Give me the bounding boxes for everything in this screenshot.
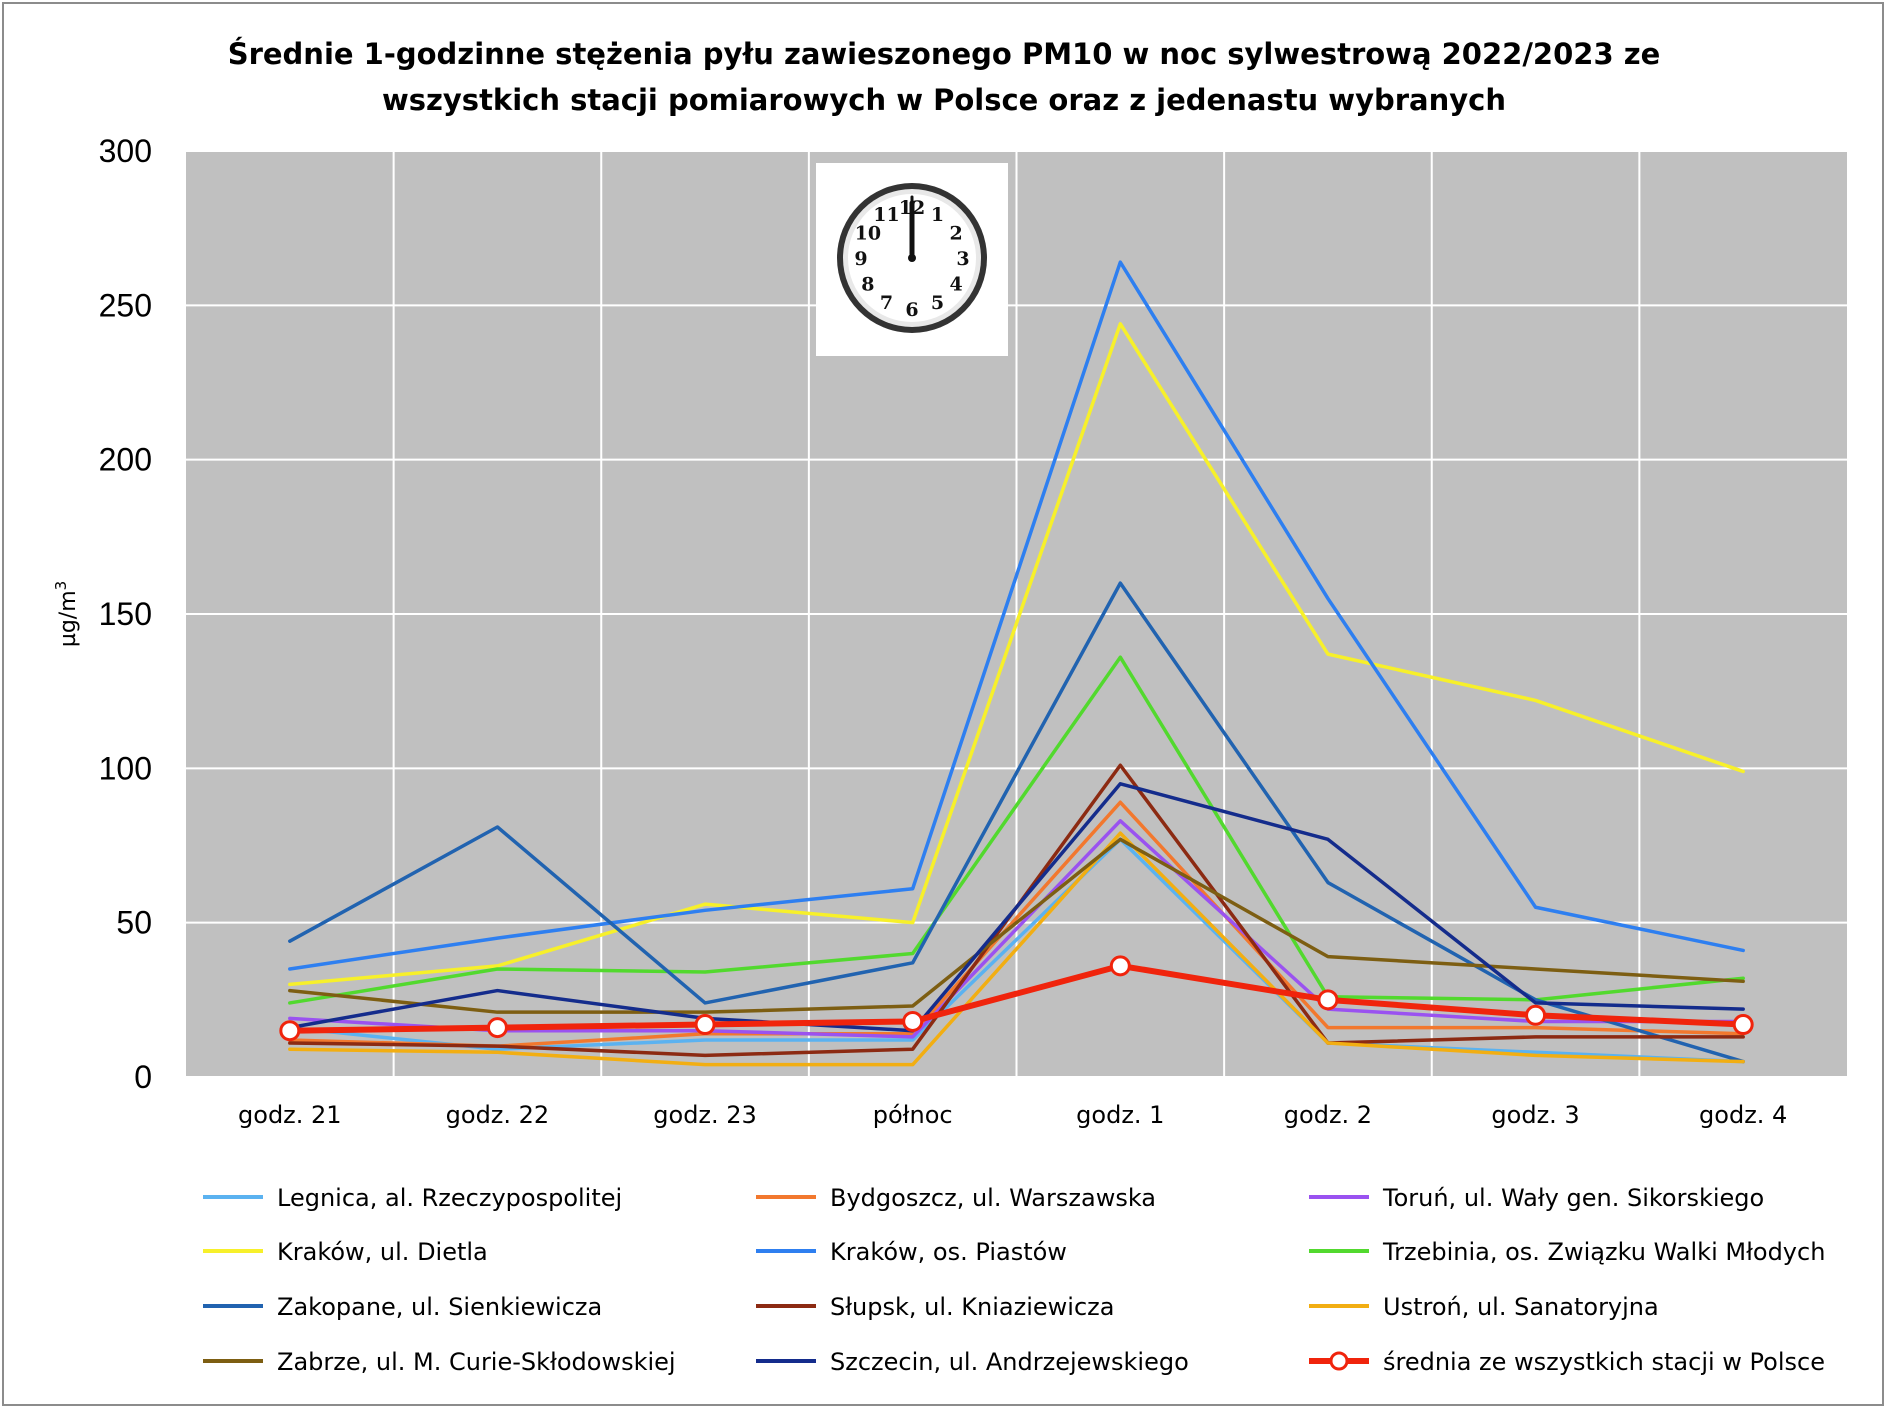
series-line xyxy=(288,322,1745,987)
legend-item: Toruń, ul. Wały gen. Sikorskiego xyxy=(1309,1184,1764,1212)
data-point xyxy=(1317,989,1339,1011)
legend-item: Zakopane, ul. Sienkiewicza xyxy=(203,1293,602,1321)
clock-numeral: 9 xyxy=(854,248,867,270)
series-line xyxy=(288,800,1745,1048)
clock-numeral: 4 xyxy=(950,274,963,296)
chart-title-line-2: wszystkich stacji pomiarowych w Polsce o… xyxy=(382,83,1506,117)
series-line xyxy=(286,962,1747,1034)
legend-label: Legnica, al. Rzeczypospolitej xyxy=(277,1184,622,1212)
series-szczecin-ul-andrzejewskiego xyxy=(288,782,1745,1033)
legend-label: Zakopane, ul. Sienkiewicza xyxy=(277,1293,602,1321)
series-line xyxy=(288,837,1745,1014)
y-axis-label: µg/m3 xyxy=(52,581,81,647)
series-lines xyxy=(279,260,1754,1067)
series-line xyxy=(288,581,1745,1064)
series-srednia-ze-wszystkich-stacji-w-polsce xyxy=(279,955,1754,1042)
data-point xyxy=(902,1010,924,1032)
series-line xyxy=(288,819,1745,1039)
series-zabrze-ul-m-curie-sklodowskiej xyxy=(288,837,1745,1014)
x-tick-label: godz. 4 xyxy=(1699,1101,1787,1129)
x-axis-ticks: godz. 21 godz. 22 godz. 23 północ godz. 1 god… xyxy=(238,1101,1787,1129)
series-ustron-ul-sanatoryjna xyxy=(288,831,1745,1067)
y-axis-label-text: µg/m xyxy=(56,590,81,647)
y-tick-label: 300 xyxy=(99,133,152,169)
clock-icon: 121234567891011 xyxy=(816,163,1008,356)
x-tick-label: godz. 22 xyxy=(446,1101,550,1129)
y-tick-label: 0 xyxy=(134,1059,152,1095)
legend-label: Szczecin, ul. Andrzejewskiego xyxy=(830,1348,1189,1376)
series-trzebinia-os-zwiazku-walki-mlodych xyxy=(288,655,1745,1005)
series-line xyxy=(288,260,1745,971)
legend-item: Szczecin, ul. Andrzejewskiego xyxy=(756,1348,1189,1376)
grid xyxy=(186,150,1847,1078)
chart-title: Średnie 1-godzinne stężenia pyłu zawiesz… xyxy=(228,37,1661,117)
legend-item: średnia ze wszystkich stacji w Polsce xyxy=(1309,1348,1825,1376)
clock-numeral: 1 xyxy=(931,204,944,226)
series-bydgoszcz-ul-warszawska xyxy=(288,800,1745,1048)
x-tick-label: północ xyxy=(873,1101,953,1129)
y-tick-label: 200 xyxy=(99,442,152,478)
x-tick-label: godz. 1 xyxy=(1076,1101,1164,1129)
x-tick-label: godz. 21 xyxy=(238,1101,342,1129)
clock-numeral: 10 xyxy=(855,223,881,245)
legend-item: Ustroń, ul. Sanatoryjna xyxy=(1309,1293,1659,1321)
legend-label: Słupsk, ul. Kniaziewicza xyxy=(830,1293,1114,1321)
clock-icon-numerals: 121234567891011 xyxy=(854,197,969,321)
legend-item: Legnica, al. Rzeczypospolitej xyxy=(203,1184,622,1212)
data-point xyxy=(694,1014,716,1036)
x-tick-label: godz. 23 xyxy=(653,1101,757,1129)
data-point xyxy=(1525,1004,1547,1026)
data-point xyxy=(486,1017,508,1039)
y-axis-label-superscript: 3 xyxy=(52,581,70,591)
y-tick-label: 150 xyxy=(99,596,152,632)
legend-item: Zabrze, ul. M. Curie-Skłodowskiej xyxy=(203,1348,676,1376)
y-axis-ticks: 0 50 100 150 200 250 300 xyxy=(99,133,152,1095)
legend-label: Toruń, ul. Wały gen. Sikorskiego xyxy=(1382,1184,1764,1212)
legend: Legnica, al. Rzeczypospolitej Bydgoszcz, … xyxy=(203,1184,1825,1376)
series-zakopane-ul-sienkiewicza xyxy=(288,581,1745,1064)
legend-label: Trzebinia, os. Związku Walki Młodych xyxy=(1382,1238,1825,1266)
clock-numeral: 5 xyxy=(931,292,944,314)
x-tick-label: godz. 3 xyxy=(1491,1101,1579,1129)
y-tick-label: 50 xyxy=(116,905,152,941)
series-line xyxy=(288,831,1745,1067)
data-point xyxy=(1109,955,1131,977)
series-line xyxy=(288,655,1745,1005)
legend-item: Słupsk, ul. Kniaziewicza xyxy=(756,1293,1114,1321)
data-point xyxy=(1732,1014,1754,1036)
series-krakow-ul-dietla xyxy=(288,322,1745,987)
chart-title-line-1: Średnie 1-godzinne stężenia pyłu zawiesz… xyxy=(228,37,1661,71)
series-krakow-os-piastow xyxy=(288,260,1745,971)
legend-label: Ustroń, ul. Sanatoryjna xyxy=(1383,1293,1659,1321)
legend-label: średnia ze wszystkich stacji w Polsce xyxy=(1383,1348,1825,1376)
legend-label: Kraków, os. Piastów xyxy=(830,1238,1067,1266)
legend-item: Kraków, ul. Dietla xyxy=(203,1238,488,1266)
legend-marker xyxy=(1329,1351,1349,1371)
clock-numeral: 6 xyxy=(905,299,918,321)
legend-item: Kraków, os. Piastów xyxy=(756,1238,1067,1266)
series-line xyxy=(288,782,1745,1033)
data-point xyxy=(279,1020,301,1042)
series-torun-ul-waly-gen-sikorskiego xyxy=(288,819,1745,1039)
clock-numeral: 3 xyxy=(956,248,969,270)
legend-item: Bydgoszcz, ul. Warszawska xyxy=(756,1184,1156,1212)
legend-label: Zabrze, ul. M. Curie-Skłodowskiej xyxy=(277,1348,676,1376)
clock-numeral: 8 xyxy=(861,274,874,296)
clock-numeral: 7 xyxy=(880,292,893,314)
clock-numeral: 11 xyxy=(873,204,899,226)
legend-label: Kraków, ul. Dietla xyxy=(277,1238,488,1266)
legend-label: Bydgoszcz, ul. Warszawska xyxy=(830,1184,1156,1212)
y-tick-label: 250 xyxy=(99,287,152,323)
y-tick-label: 100 xyxy=(99,750,152,786)
clock-numeral: 2 xyxy=(950,223,963,245)
clock-icon-center xyxy=(908,254,916,262)
x-tick-label: godz. 2 xyxy=(1284,1101,1372,1129)
legend-item: Trzebinia, os. Związku Walki Młodych xyxy=(1309,1238,1825,1266)
